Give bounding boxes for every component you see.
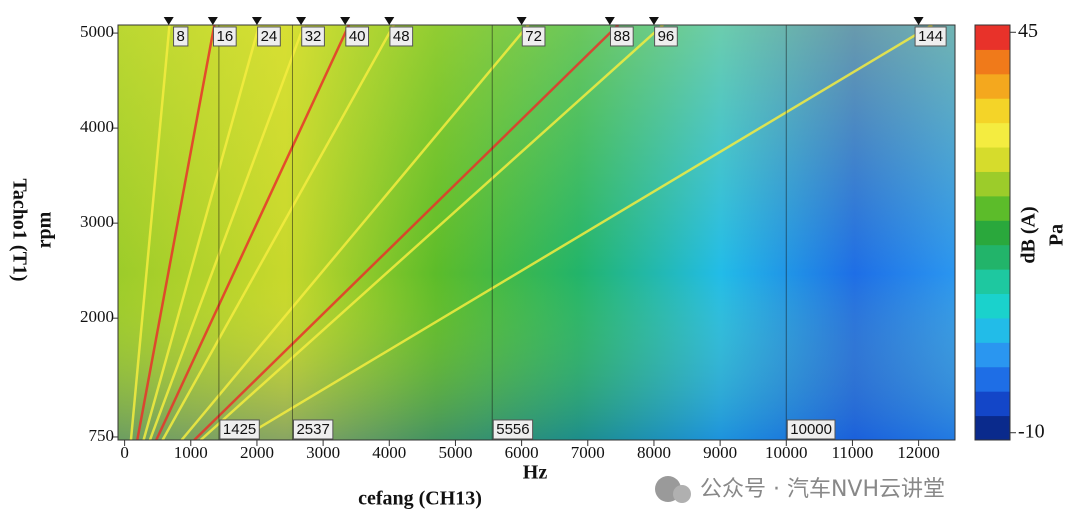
x-tick-label: 10000	[765, 443, 808, 462]
order-marker	[296, 17, 307, 25]
order-line	[148, 25, 306, 440]
y-label: Tacho1 (T1)	[8, 178, 30, 281]
colorbar-segment	[975, 122, 1010, 148]
colorbar-frame	[974, 24, 1011, 441]
order-line	[129, 25, 171, 440]
order-label: 96	[658, 28, 675, 45]
x-tick-label: 0	[120, 443, 129, 462]
y-tick-label: 3000	[80, 212, 114, 231]
order-label: 8	[177, 28, 185, 45]
colorbar-segment	[975, 415, 1010, 441]
frequency-label-box	[219, 419, 260, 440]
order-line	[161, 25, 395, 440]
colorbar-segment	[975, 171, 1010, 197]
order-marker	[207, 17, 218, 25]
order-label: 88	[613, 28, 630, 45]
colorbar-segment	[975, 244, 1010, 270]
order-line	[136, 25, 216, 440]
order-label-box	[389, 26, 414, 47]
y-tick-label: 5000	[80, 22, 114, 41]
x-tick-label: 1000	[174, 443, 208, 462]
colorbar-segment	[975, 147, 1010, 172]
order-marker	[163, 17, 174, 25]
x-tick-label: 12000	[897, 443, 940, 462]
order-label-box	[173, 26, 189, 47]
x-sublabel: cefang (CH13)	[358, 488, 482, 510]
x-tick-label: 11000	[832, 443, 874, 462]
order-marker	[251, 17, 262, 25]
frequency-label: 5556	[496, 421, 529, 438]
order-label-box	[212, 26, 237, 47]
colorbar-segment	[975, 25, 1010, 50]
frequency-label: 10000	[790, 421, 832, 438]
y-tick-label: 750	[89, 426, 115, 445]
order-label-box	[301, 26, 325, 47]
y-tick-label: 2000	[80, 307, 114, 326]
frequency-label: 2537	[296, 421, 329, 438]
order-label: 72	[525, 28, 542, 45]
x-tick-label: 5000	[438, 443, 472, 462]
x-tick-label: 3000	[306, 443, 340, 462]
order-marker	[340, 17, 351, 25]
order-label: 32	[305, 28, 322, 45]
colorbar-segment	[975, 293, 1010, 319]
order-marker	[913, 17, 924, 25]
x-tick-label: 4000	[372, 443, 406, 462]
plot-area	[129, 25, 933, 440]
colorbar-segment	[975, 220, 1010, 246]
frequency-label: 1425	[223, 421, 256, 438]
order-marker	[648, 17, 659, 25]
colorbar-segment	[975, 391, 1010, 417]
order-line	[237, 25, 933, 440]
order-label-box	[609, 26, 634, 47]
frequency-label-box	[292, 419, 334, 440]
order-marker	[604, 17, 615, 25]
order-label-box	[257, 26, 281, 47]
colorbar-segment	[975, 269, 1010, 295]
order-line	[180, 25, 530, 440]
order-label-box	[914, 26, 947, 47]
y-tick-label: 4000	[80, 117, 114, 136]
colorbar-segment	[975, 317, 1010, 343]
colorbar-unit: Pa	[1046, 224, 1068, 246]
plot-frame	[117, 24, 956, 441]
x-tick-label: 8000	[637, 443, 671, 462]
order-line	[155, 25, 351, 440]
order-label: 40	[349, 28, 366, 45]
x-tick-label: 9000	[703, 443, 737, 462]
colorbar-segment	[975, 49, 1010, 75]
colorbar-tick-label: 45	[1018, 20, 1038, 42]
colorbar-segment	[975, 342, 1010, 368]
order-label: 24	[261, 28, 278, 45]
order-line	[142, 25, 261, 440]
x-tick-label: 2000	[240, 443, 274, 462]
order-label: 144	[918, 28, 943, 45]
colorbar-label: dB (A)	[1018, 206, 1040, 263]
x-tick-label: 6000	[505, 443, 539, 462]
frequency-label-box	[492, 419, 534, 440]
order-marker	[516, 17, 527, 25]
order-label-box	[345, 26, 370, 47]
colorbar-segment	[975, 98, 1010, 124]
x-label: Hz	[523, 462, 548, 484]
watermark-icon	[673, 485, 691, 503]
x-tick-label: 7000	[571, 443, 605, 462]
order-label-box	[521, 26, 546, 47]
order-label-box	[654, 26, 678, 47]
y-sublabel: rpm	[34, 211, 56, 248]
colorbar-segment	[975, 195, 1010, 221]
order-label: 48	[393, 28, 410, 45]
order-line	[193, 25, 619, 440]
frequency-label-box	[786, 419, 836, 440]
colorbar-segment	[975, 366, 1010, 392]
watermark: 公众号 · 汽车NVH云讲堂	[655, 476, 945, 503]
watermark-text: 公众号 · 汽车NVH云讲堂	[700, 477, 945, 502]
colorbar-tick-label: -10	[1018, 420, 1045, 442]
order-marker	[384, 17, 395, 25]
order-line	[199, 25, 664, 440]
colorbar-segment	[975, 73, 1010, 99]
order-label: 16	[216, 28, 233, 45]
